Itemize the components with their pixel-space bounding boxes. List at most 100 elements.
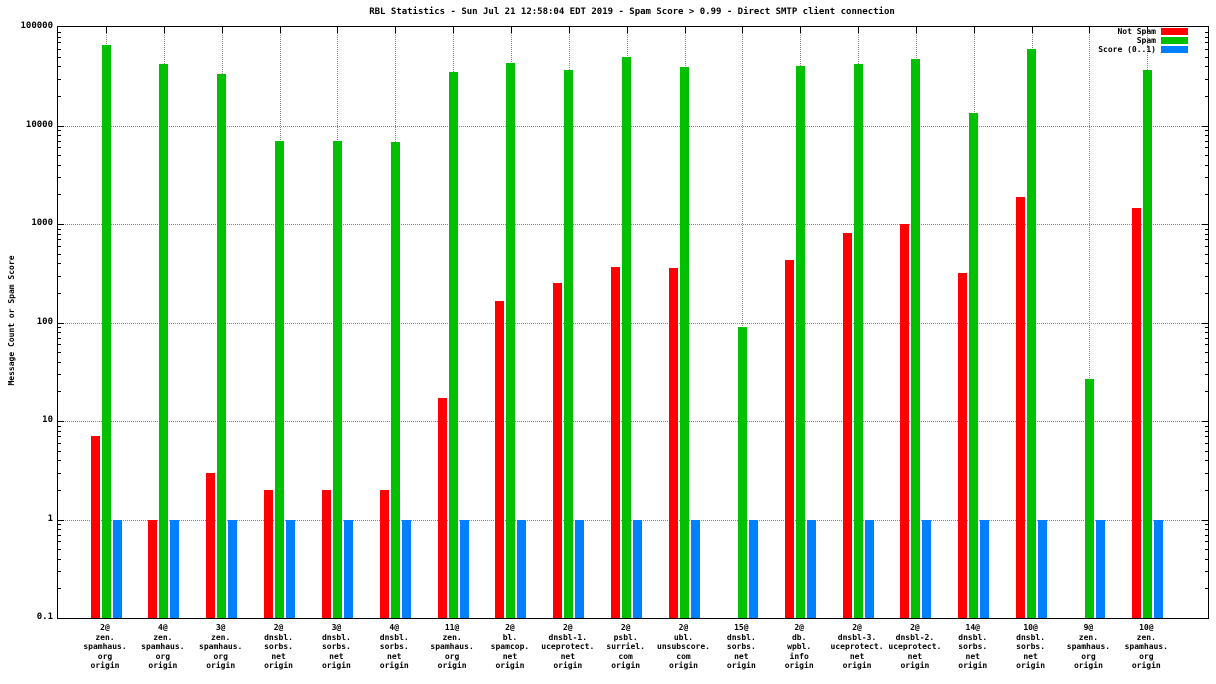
legend-swatch (1161, 37, 1188, 44)
y-minor-tick-right (1205, 352, 1208, 354)
x-category-label-line: origin (437, 661, 467, 670)
y-minor-tick-left (58, 66, 61, 68)
y-minor-tick-left (58, 541, 61, 543)
x-category-label: 10@ dnsbl. sorbs. net origin (996, 623, 1066, 671)
y-minor-tick-left (58, 425, 61, 427)
bar-score-0-1 (459, 519, 469, 618)
x-category-label-line: origin (958, 661, 988, 670)
y-tick-label: 100000 (20, 21, 53, 31)
bar-score-0-1 (633, 519, 643, 618)
y-gridline (58, 224, 1208, 225)
y-minor-tick-left (58, 529, 61, 531)
bar-spam (680, 67, 689, 618)
y-minor-tick-left (58, 78, 61, 80)
x-category-label-line: org (97, 651, 113, 661)
legend-label: Not Spam (1117, 27, 1156, 36)
x-tick-top (568, 27, 570, 33)
y-tick-label: 0.1 (36, 612, 53, 622)
x-category-label: 11@ zen. spamhaus. org origin (417, 623, 487, 671)
y-minor-tick-right (1205, 344, 1208, 346)
y-minor-tick-left (58, 337, 61, 339)
x-category-label-line: zen. (211, 632, 231, 642)
bar-score-0-1 (864, 519, 874, 618)
y-minor-tick-right (1205, 332, 1208, 334)
bar-not-spam (495, 301, 505, 618)
x-tick-top (1089, 27, 1091, 33)
y-minor-tick-right (1205, 56, 1208, 58)
x-category-label-line: spamcop. (490, 642, 530, 651)
bar-spam (911, 59, 921, 618)
y-minor-tick-right (1205, 239, 1208, 241)
x-category-label: 2@ ubl. unsubscore. com origin (649, 623, 719, 671)
x-category-label: 2@ zen. spamhaus. org origin (70, 623, 140, 671)
legend-row: Not Spam (1098, 27, 1188, 36)
bar-not-spam (148, 519, 158, 618)
x-tick-top (453, 27, 455, 33)
legend-swatch (1161, 28, 1188, 35)
x-category-label-line: sorbs. (958, 642, 988, 651)
y-minor-tick-left (58, 374, 61, 375)
y-major-tick-right (1202, 519, 1208, 521)
y-minor-tick-left (58, 31, 61, 33)
x-category-label: 4@ dnsbl. sorbs. net origin (359, 623, 429, 671)
x-category-label-line: origin (148, 661, 178, 670)
y-minor-tick-left (58, 275, 61, 277)
x-category-label-line: origin (553, 661, 583, 670)
x-category-label-line: origin (1131, 661, 1161, 670)
y-tick-label: 10 (42, 415, 53, 425)
bar-not-spam (90, 436, 100, 618)
x-category-label: 3@ dnsbl. sorbs. net origin (301, 623, 371, 671)
bar-score-0-1 (806, 519, 816, 618)
x-category-label-line: org (155, 651, 171, 661)
x-category-label-line: dnsbl. (264, 632, 293, 642)
bar-not-spam (1131, 208, 1141, 618)
x-category-label-line: 4@ (158, 623, 168, 632)
x-category-label-line: origin (321, 661, 351, 670)
y-minor-tick-left (58, 436, 61, 438)
y-minor-tick-left (58, 36, 61, 38)
x-category-label-line: bl. (502, 632, 518, 642)
bar-score-0-1 (1038, 519, 1048, 618)
bar-not-spam (264, 489, 274, 618)
bar-spam (969, 112, 979, 618)
bar-not-spam (784, 260, 794, 618)
bar-spam (448, 71, 458, 618)
y-major-tick-right (1202, 125, 1208, 127)
x-category-label-line: db. (791, 632, 807, 642)
x-category-label-line: origin (1016, 661, 1046, 670)
x-category-label-line: origin (726, 661, 756, 670)
y-minor-tick-right (1205, 541, 1208, 543)
bar-score-0-1 (1153, 519, 1163, 618)
x-category-label-line: origin (784, 661, 814, 670)
y-minor-tick-left (58, 571, 61, 572)
x-category-label-line: spamhaus. (1124, 642, 1168, 651)
y-major-tick-right (1202, 322, 1208, 324)
y-minor-tick-right (1205, 374, 1208, 375)
y-major-tick-left (58, 224, 64, 225)
y-minor-tick-left (58, 135, 61, 137)
bar-not-spam (842, 232, 852, 618)
bar-score-0-1 (922, 519, 932, 618)
y-minor-tick-right (1205, 155, 1208, 157)
y-minor-tick-left (58, 391, 61, 393)
y-minor-tick-left (58, 140, 61, 142)
y-minor-tick-left (58, 56, 61, 58)
chart-title: RBL Statistics - Sun Jul 21 12:58:04 EDT… (369, 7, 895, 17)
y-minor-tick-left (58, 155, 61, 157)
y-minor-tick-right (1205, 549, 1208, 551)
y-minor-tick-left (58, 558, 61, 560)
x-tick-top (973, 27, 975, 33)
y-major-tick-left (58, 421, 64, 422)
y-minor-tick-left (58, 549, 61, 551)
x-category-label: 2@ dnsbl-1. uceprotect. net origin (533, 623, 603, 671)
y-minor-tick-right (1205, 130, 1208, 131)
y-minor-tick-left (58, 327, 61, 328)
y-minor-tick-left (58, 361, 61, 363)
bar-not-spam (611, 266, 621, 618)
y-minor-tick-right (1205, 327, 1208, 328)
x-category-label-line: net (387, 651, 402, 661)
x-category-label: 2@ psbl. surriel. com origin (591, 623, 661, 671)
y-minor-tick-right (1205, 177, 1208, 178)
y-minor-tick-left (58, 245, 61, 247)
x-tick-top (1031, 27, 1033, 33)
